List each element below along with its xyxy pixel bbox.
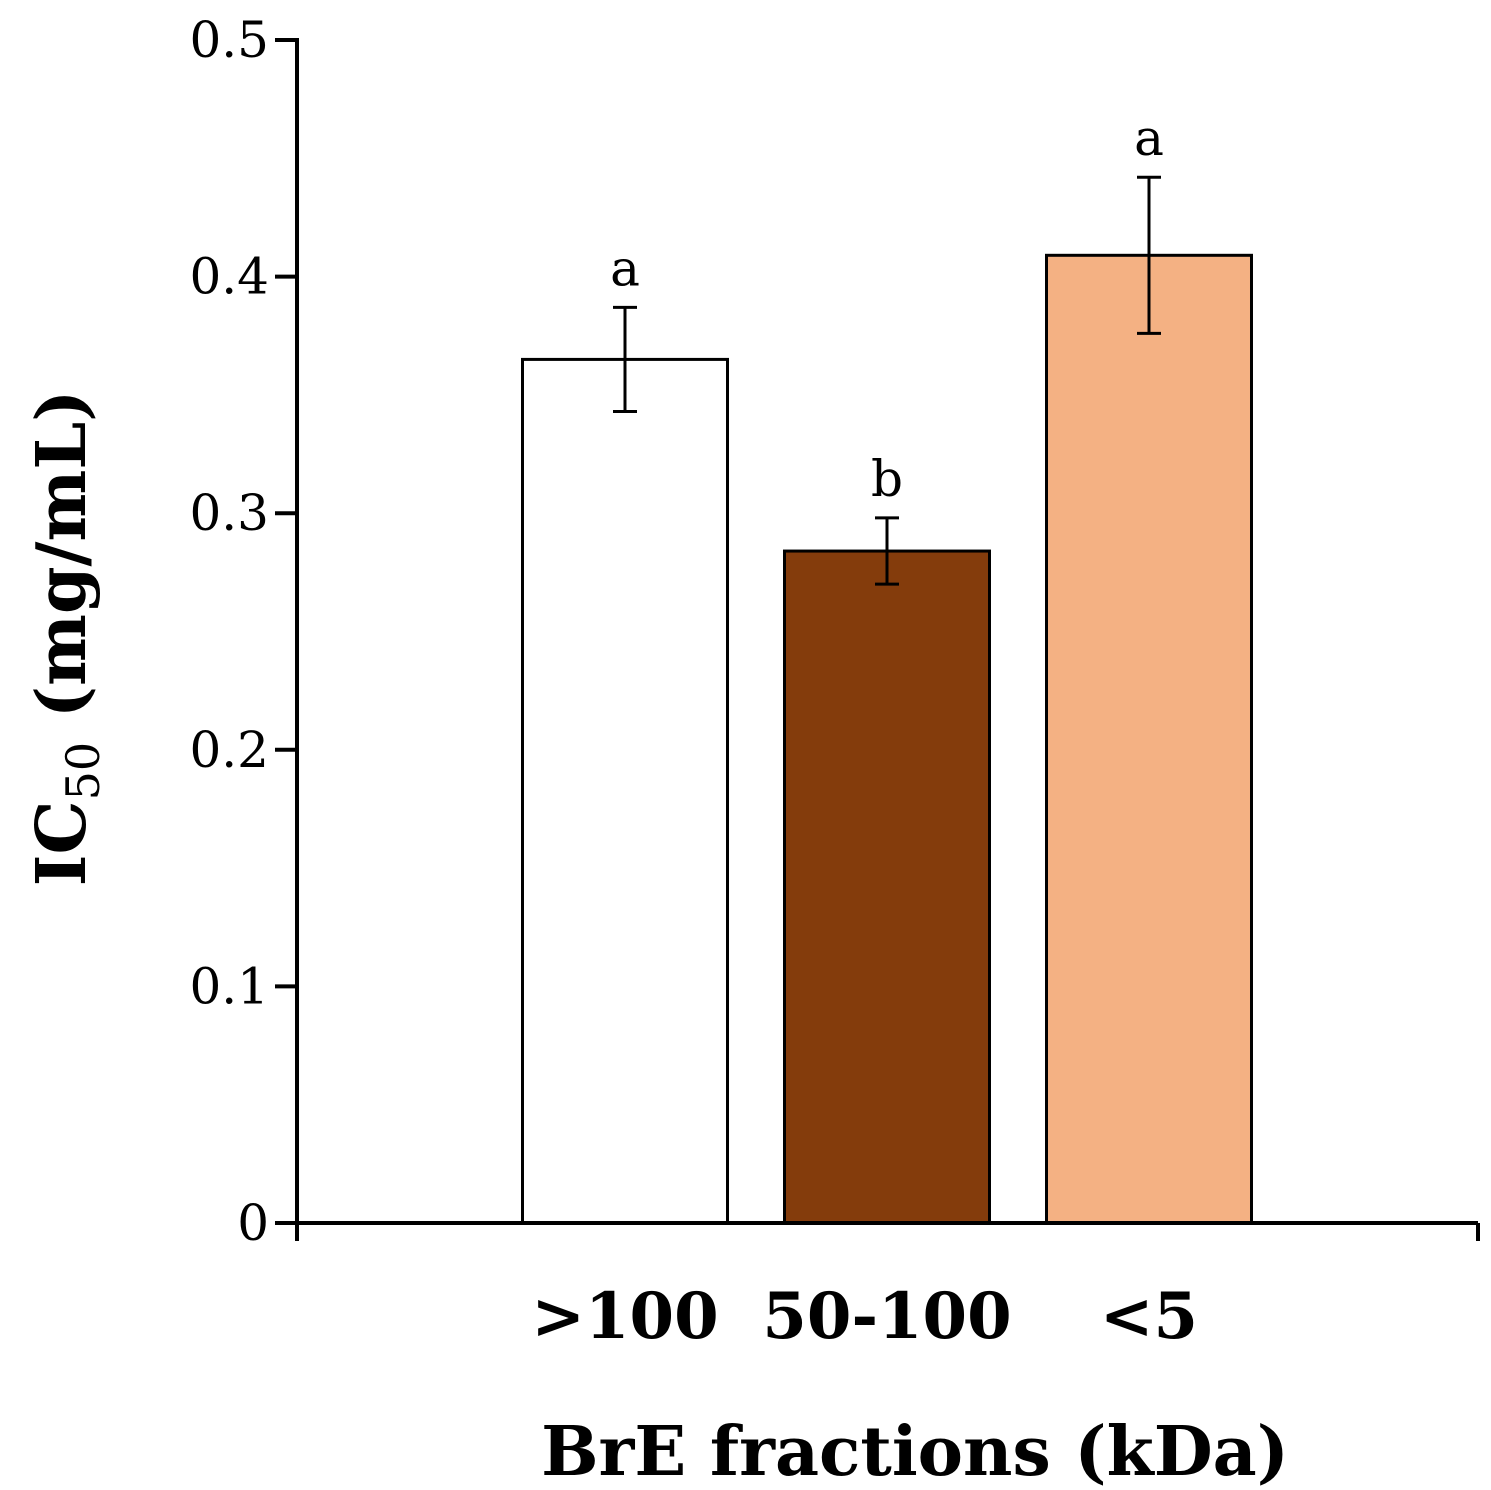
bar bbox=[521, 357, 729, 1225]
error-bar bbox=[875, 516, 899, 586]
y-tick-label: 0.5 bbox=[189, 11, 269, 69]
bar bbox=[1045, 253, 1253, 1225]
y-axis-title-main: IC bbox=[22, 800, 102, 886]
x-axis-title: BrE fractions (kDa) bbox=[541, 1412, 1289, 1490]
y-tick-label: 0 bbox=[237, 1194, 269, 1252]
error-bar bbox=[613, 305, 637, 413]
error-bars-layer bbox=[613, 175, 1161, 586]
significance-label: a bbox=[610, 239, 640, 297]
y-tick-label: 0.2 bbox=[189, 721, 269, 779]
significance-label: a bbox=[1134, 109, 1164, 167]
x-tick-labels-layer: >100 50-100 <5 bbox=[531, 1279, 1198, 1354]
y-tick-label: 0.1 bbox=[189, 957, 269, 1015]
y-axis-title-unit: (mg/mL) bbox=[22, 390, 102, 742]
x-tick-label: 50-100 bbox=[762, 1279, 1011, 1354]
bars-layer bbox=[521, 253, 1253, 1225]
y-tick-label: 0.4 bbox=[189, 248, 269, 306]
y-axis-title: IC50 (mg/mL) bbox=[22, 390, 110, 887]
x-tick-label: <5 bbox=[1100, 1279, 1198, 1354]
y-tick-label: 0.3 bbox=[189, 484, 269, 542]
significance-labels-layer: a b a bbox=[610, 109, 1164, 508]
error-bar bbox=[1137, 175, 1161, 335]
x-tick-label: >100 bbox=[531, 1279, 718, 1354]
y-axis-title-subscript: 50 bbox=[56, 742, 110, 801]
bar bbox=[783, 549, 991, 1225]
y-ticks-layer: 0 0.1 0.2 0.3 0.4 0.5 bbox=[189, 11, 297, 1252]
significance-label: b bbox=[871, 450, 903, 508]
axes-layer bbox=[295, 38, 1480, 1241]
